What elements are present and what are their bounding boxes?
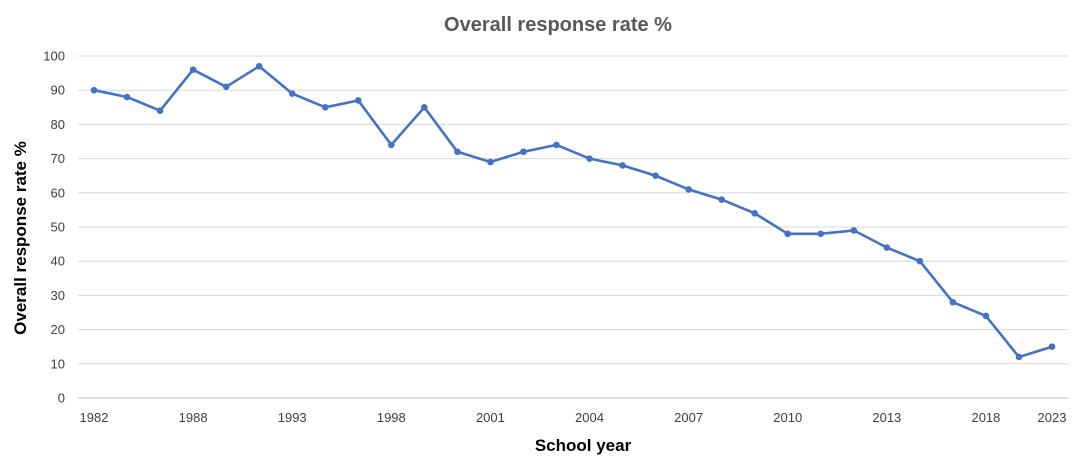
data-point <box>685 186 692 193</box>
y-tick-label: 50 <box>51 220 65 235</box>
x-tick-label: 1982 <box>80 410 109 425</box>
x-axis-ticks: 1982 1988 1993 1998 2001 2004 2007 2010 2013 2018… <box>80 410 1067 425</box>
data-point <box>454 148 461 156</box>
data-point <box>1048 343 1056 351</box>
y-tick-label: 10 <box>51 356 65 371</box>
data-point <box>255 62 263 70</box>
x-tick-label: 2010 <box>773 410 802 425</box>
data-point <box>156 107 164 115</box>
x-tick-label: 2004 <box>575 410 604 425</box>
data-point <box>982 312 990 320</box>
chart-title: Overall response rate % <box>444 14 672 36</box>
data-point <box>586 155 593 162</box>
data-point <box>321 104 329 111</box>
data-point <box>817 230 825 238</box>
data-point <box>949 298 957 306</box>
data-point <box>916 257 924 265</box>
data-point <box>553 141 560 149</box>
x-tick-label: 1988 <box>179 410 208 425</box>
x-tick-label: 1993 <box>278 410 307 425</box>
data-point <box>354 97 362 104</box>
y-tick-label: 100 <box>43 49 65 64</box>
y-axis-title: Overall response rate % <box>11 141 30 335</box>
y-tick-label: 30 <box>51 288 65 303</box>
x-axis-title: School year <box>535 436 632 455</box>
y-tick-label: 70 <box>51 151 65 166</box>
data-point <box>784 230 792 238</box>
y-tick-label: 60 <box>51 185 65 200</box>
data-point <box>1015 353 1023 361</box>
data-point <box>421 104 428 111</box>
data-point <box>288 90 296 97</box>
x-tick-label: 2001 <box>476 410 505 425</box>
data-point <box>189 66 197 73</box>
series-line <box>92 65 1054 359</box>
data-point <box>90 86 98 94</box>
y-tick-label: 40 <box>51 254 65 269</box>
data-point <box>222 83 230 91</box>
data-point <box>850 227 858 234</box>
data-point <box>520 148 527 156</box>
x-tick-label: 1998 <box>377 410 406 425</box>
y-axis-ticks: 0 10 20 30 40 50 60 70 80 90 100 <box>43 49 65 406</box>
series-layer <box>90 62 1056 361</box>
x-tick-label: 2013 <box>872 410 901 425</box>
data-point <box>718 196 725 203</box>
y-tick-label: 0 <box>58 391 65 406</box>
data-point <box>123 93 131 101</box>
x-tick-label: 2018 <box>971 410 1000 425</box>
gridlines <box>78 55 1068 399</box>
y-tick-label: 80 <box>51 117 65 132</box>
y-tick-label: 90 <box>51 83 65 98</box>
data-point <box>619 162 626 169</box>
data-point <box>487 158 494 166</box>
y-tick-label: 20 <box>51 322 65 337</box>
data-point <box>751 210 758 217</box>
data-point <box>388 141 395 149</box>
data-point <box>652 172 659 179</box>
data-point <box>883 244 891 251</box>
x-tick-label: 2023 <box>1038 410 1067 425</box>
x-tick-label: 2007 <box>674 410 703 425</box>
